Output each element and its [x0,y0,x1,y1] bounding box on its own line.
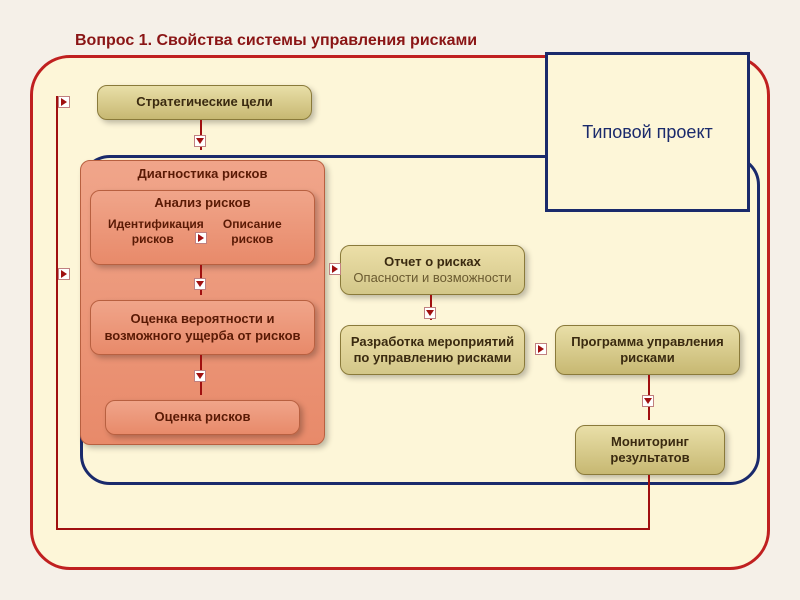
arrow-measures-program [535,343,547,355]
arrow-diag-report [329,263,341,275]
line-fb-1 [648,475,650,530]
box-measures: Разработка мероприятий по управлению рис… [340,325,525,375]
label-diagnostics: Диагностика рисков [80,166,325,181]
label-analysis-left: Идентификация рисков [108,217,198,247]
box-report: Отчет о рисках Опасности и возможности [340,245,525,295]
line-fb-2 [56,528,650,530]
box-analysis: Анализ рисков Идентификация рисков Описа… [90,190,315,265]
label-probability-1: Оценка вероятности и [130,311,274,327]
label-probability-2: возможного ущерба от рисков [104,328,300,344]
arrow-fb-mid [58,268,70,280]
label-report-2: Опасности и возможности [353,270,511,286]
label-report-1: Отчет о рисках [384,254,481,270]
label-program-2: рисками [620,350,675,366]
arrow-ana-prob [194,278,206,290]
label-program-1: Программа управления [571,334,724,350]
typebox: Типовой проект [545,52,750,212]
arrow-prog-mon [642,395,654,407]
label-strategic: Стратегические цели [136,94,273,110]
box-program: Программа управления рисками [555,325,740,375]
box-strategic-goals: Стратегические цели [97,85,312,120]
arrow-fb-strat [58,96,70,108]
box-monitoring: Мониторинг результатов [575,425,725,475]
label-measures-1: Разработка мероприятий [351,334,514,350]
arrow-analysis-internal [195,232,207,244]
box-evaluation: Оценка рисков [105,400,300,435]
label-analysis-title: Анализ рисков [154,195,250,211]
label-evaluation: Оценка рисков [155,409,251,425]
label-measures-2: по управлению рисками [354,350,512,366]
page-title: Вопрос 1. Свойства системы управления ри… [75,32,477,50]
arrow-prob-eval [194,370,206,382]
box-probability: Оценка вероятности и возможного ущерба о… [90,300,315,355]
label-monitoring-2: результатов [610,450,689,466]
arrow-strat-diag [194,135,206,147]
label-analysis-right: Описание рисков [207,217,297,247]
arrow-report-measures [424,307,436,319]
typebox-label: Типовой проект [582,122,713,143]
label-monitoring-1: Мониторинг [611,434,689,450]
line-fb-3 [56,96,58,530]
